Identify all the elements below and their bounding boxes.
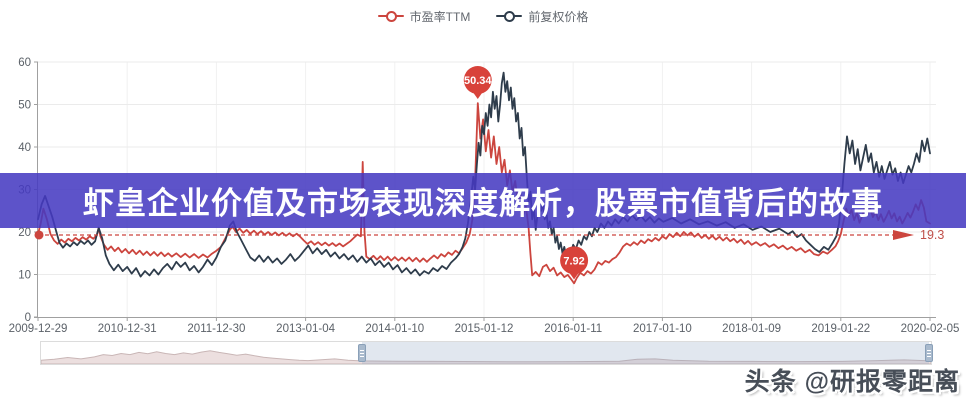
legend-item-adjusted-price[interactable]: 前复权价格 [496,8,588,25]
y-axis-label: 20 [18,227,31,239]
chart-legend: 市盈率TTM 前复权价格 [0,6,966,26]
svg-text:7.92: 7.92 [563,255,584,267]
x-axis-label: 2011-12-30 [187,323,245,335]
navigator-right-handle[interactable] [925,344,934,362]
markline-arrow-icon [893,229,914,240]
x-axis-label: 2013-01-04 [276,323,335,335]
y-axis-label: 60 [18,57,31,69]
x-axis-label: 2018-01-09 [722,323,781,335]
markline-start-dot [34,230,44,240]
navigator-selected-region[interactable] [362,342,930,364]
legend-ring-glyph [504,11,516,22]
svg-text:50.34: 50.34 [464,75,492,87]
legend-ring-glyph [385,11,397,22]
x-axis-label: 2017-01-10 [633,323,692,335]
pe-series-line-icon [377,11,404,22]
y-axis-label: 50 [18,100,31,112]
headline-banner: 虾皇企业价值及市场表现深度解析，股票市值背后的故事 [0,173,966,228]
line-chart-canvas: 2009-12-29 2010-12-31 2011-12-30 2013-01-04… [9,57,960,335]
legend-item-pe-ttm[interactable]: 市盈率TTM [377,8,471,25]
pe-ttm-series-line [37,102,931,285]
x-axis-label: 2014-01-10 [365,323,424,335]
x-axis-label: 2015-01-12 [455,323,514,335]
x-axis-label: 2019-01-22 [811,323,870,335]
markline-value-label: 19.3 [920,228,944,242]
legend-label-adjusted-price: 前复权价格 [528,9,589,24]
price-series-line-icon [496,11,523,22]
x-axis-label: 2016-01-11 [544,323,602,335]
adjusted-price-series-line [37,71,931,278]
x-axis-label: 2020-02-05 [901,323,960,335]
max-value-pin: 50.34 [463,66,492,100]
legend-label-pe-ttm: 市盈率TTM [409,9,471,24]
data-zoom-navigator[interactable] [40,341,934,365]
y-axis-label: 10 [18,270,31,282]
navigator-silhouette [41,350,931,364]
x-axis-label: 2009-12-29 [9,323,68,335]
navigator-profile-chart [41,350,931,364]
navigator-left-handle[interactable] [358,344,367,362]
min-value-pin: 7.92 [560,246,589,280]
y-axis-label: 0 [25,312,31,324]
headline-title: 虾皇企业价值及市场表现深度解析，股票市值背后的故事 [83,186,883,221]
x-axis-label: 2010-12-31 [98,323,157,335]
y-axis-label: 40 [18,142,31,154]
watermark-text: 头条 @研报零距离 [744,368,960,396]
